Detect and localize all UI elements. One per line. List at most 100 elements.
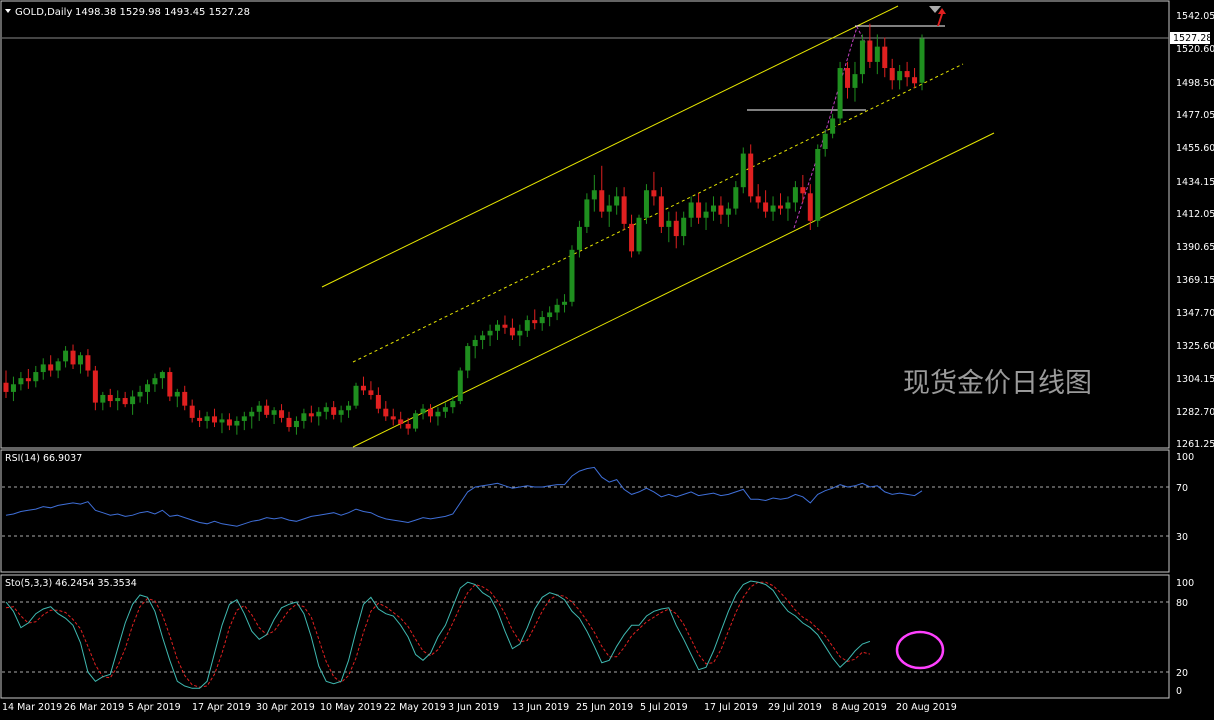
candle bbox=[346, 401, 352, 418]
candle-body bbox=[502, 324, 508, 328]
candle bbox=[688, 196, 694, 227]
candle bbox=[442, 402, 448, 418]
rsi-title: RSI(14) 66.9037 bbox=[5, 453, 82, 464]
candle bbox=[450, 396, 456, 414]
candle-body bbox=[859, 40, 865, 75]
current-price-label-box bbox=[1170, 32, 1210, 44]
candle bbox=[636, 214, 642, 255]
date-tick-label: 29 Jul 2019 bbox=[768, 702, 822, 713]
candle bbox=[882, 37, 888, 78]
candle-body bbox=[457, 370, 463, 402]
candle-body bbox=[599, 190, 605, 212]
candle bbox=[55, 358, 61, 379]
candle bbox=[405, 417, 411, 435]
candle bbox=[621, 187, 627, 230]
candle-body bbox=[197, 417, 203, 421]
candle bbox=[591, 174, 597, 212]
candle-body bbox=[815, 148, 821, 221]
current-price-label: 1527.28 bbox=[1173, 33, 1212, 44]
channel-middle-line[interactable] bbox=[352, 63, 964, 363]
candle bbox=[487, 324, 493, 347]
candle-body bbox=[807, 193, 813, 221]
candle bbox=[673, 211, 679, 249]
date-tick-label: 13 Jun 2019 bbox=[512, 702, 569, 713]
candle bbox=[63, 346, 69, 368]
candle bbox=[696, 193, 702, 224]
candle bbox=[748, 144, 754, 203]
date-tick-label: 5 Jul 2019 bbox=[640, 702, 688, 713]
price-tick-label: 1477.05 bbox=[1176, 110, 1214, 121]
date-tick-label: 8 Aug 2019 bbox=[832, 702, 887, 713]
candle-body bbox=[40, 364, 46, 373]
candle-body bbox=[629, 223, 635, 252]
candle-body bbox=[167, 372, 173, 397]
sto-panel-frame bbox=[0, 574, 1170, 699]
candle-body bbox=[316, 411, 322, 417]
candle-body bbox=[308, 413, 314, 417]
candle bbox=[323, 402, 329, 420]
candle-body bbox=[547, 312, 553, 318]
candle bbox=[100, 391, 106, 411]
candle bbox=[904, 61, 910, 87]
candle-body bbox=[18, 378, 24, 385]
candle-body bbox=[897, 71, 903, 81]
candle-body bbox=[323, 407, 329, 412]
date-tick-label: 14 Mar 2019 bbox=[2, 702, 62, 713]
candle bbox=[249, 407, 255, 429]
candle-body bbox=[487, 330, 493, 336]
date-tick-label: 20 Aug 2019 bbox=[896, 702, 957, 713]
candle-body bbox=[10, 384, 16, 392]
candle-body bbox=[785, 202, 791, 209]
price-tick-label: 1347.70 bbox=[1176, 308, 1214, 319]
candle-body bbox=[614, 196, 620, 206]
candle bbox=[3, 370, 9, 399]
candle bbox=[25, 368, 31, 389]
candle bbox=[912, 68, 918, 88]
candle-body bbox=[562, 301, 568, 305]
candle-body bbox=[733, 187, 739, 209]
candle bbox=[606, 194, 612, 227]
candle-body bbox=[100, 394, 106, 403]
candle-body bbox=[755, 196, 761, 203]
candle bbox=[167, 367, 173, 402]
candle bbox=[740, 147, 746, 194]
date-tick-label: 26 Mar 2019 bbox=[64, 702, 124, 713]
candle bbox=[331, 401, 337, 420]
candle-body bbox=[539, 317, 545, 324]
price-tick-label: 1390.65 bbox=[1176, 242, 1214, 253]
candle bbox=[532, 309, 538, 330]
candle-body bbox=[338, 410, 344, 415]
candle bbox=[383, 401, 389, 421]
header-dropdown-icon[interactable] bbox=[5, 9, 11, 13]
date-tick-label: 5 Apr 2019 bbox=[128, 702, 181, 713]
candle-body bbox=[696, 202, 702, 218]
candle-body bbox=[904, 71, 910, 78]
price-axis: 1542.05 1520.60 1498.50 1477.05 1455.60 … bbox=[1176, 11, 1214, 450]
candle-body bbox=[33, 372, 39, 382]
candle bbox=[264, 399, 270, 418]
candle-body bbox=[800, 187, 806, 194]
candle-body bbox=[413, 413, 419, 429]
candle-body bbox=[383, 408, 389, 417]
candle bbox=[174, 388, 180, 408]
candle-body bbox=[174, 391, 180, 397]
candle bbox=[316, 407, 322, 426]
date-tick-label: 30 Apr 2019 bbox=[256, 702, 315, 713]
candle bbox=[338, 405, 344, 423]
rsi-axis: 100 70 30 bbox=[1176, 452, 1194, 543]
candle bbox=[889, 58, 895, 90]
candle-body bbox=[688, 202, 694, 218]
candle bbox=[614, 187, 620, 215]
candle-body bbox=[740, 153, 746, 188]
sto-axis-label: 0 bbox=[1176, 686, 1182, 697]
candle bbox=[495, 320, 501, 340]
candle-body bbox=[867, 40, 873, 62]
channel-upper-line[interactable] bbox=[321, 5, 899, 288]
candle bbox=[152, 373, 158, 392]
candle-body bbox=[390, 416, 396, 420]
candle-body bbox=[144, 384, 150, 392]
candle bbox=[360, 376, 366, 395]
candle bbox=[413, 410, 419, 432]
candle-body bbox=[770, 205, 776, 212]
candle-body bbox=[55, 361, 61, 371]
